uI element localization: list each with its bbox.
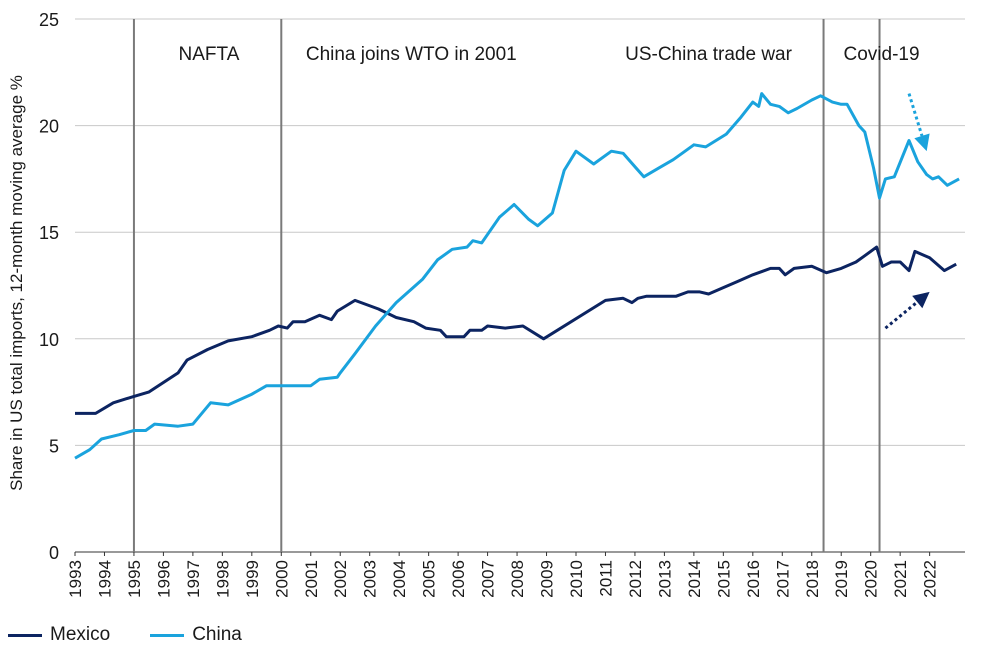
x-tick-label: 2012 — [626, 560, 645, 598]
legend-label-china: China — [192, 624, 242, 645]
x-tick-label: 2017 — [773, 560, 792, 598]
x-tick-label: 2003 — [361, 560, 380, 598]
x-tick-label: 2005 — [420, 560, 439, 598]
x-tick-label: 2007 — [479, 560, 498, 598]
legend-swatch-china — [150, 633, 185, 637]
event-label: China joins WTO in 2001 — [306, 44, 517, 65]
trend-arrow-shaft-mexico — [884, 300, 919, 330]
x-tick-label: 1994 — [95, 560, 114, 598]
x-tick-label: 1996 — [154, 560, 173, 598]
y-tick-label: 20 — [39, 117, 59, 137]
event-markers: NAFTA China joins WTO in 2001 US-China tra… — [132, 19, 920, 552]
x-tick-label: 2006 — [449, 560, 468, 598]
y-axis-label: Share in US total imports, 12-month movi… — [7, 75, 26, 491]
x-tick-label: 1993 — [66, 560, 85, 598]
x-tick-label: 1999 — [243, 560, 262, 598]
event-label: Covid-19 — [844, 44, 920, 65]
x-tick-label: 2022 — [921, 560, 940, 598]
legend-label-mexico: Mexico — [50, 624, 111, 645]
x-tick-label: 2013 — [655, 560, 674, 598]
x-tick-label: 1995 — [125, 560, 144, 598]
x-tick-label: 2019 — [832, 560, 851, 598]
series-line-china — [74, 92, 960, 460]
x-tick-label: 2004 — [390, 560, 409, 598]
x-tick-label: 1997 — [184, 560, 203, 598]
y-tick-label: 0 — [49, 543, 59, 563]
legend-swatch-mexico — [8, 633, 42, 637]
legend-item-china: China — [150, 624, 242, 646]
x-tick-label: 2000 — [272, 560, 291, 598]
axes: 0 5 10 15 20 25 1993 1994 1995 1996 1997 1998 1999 20… — [39, 10, 940, 598]
x-tick-label: 2021 — [891, 560, 910, 598]
y-tick-label: 5 — [49, 436, 59, 456]
x-tick-label: 2020 — [862, 560, 881, 598]
gridlines — [75, 18, 965, 553]
trend-arrow-head-china — [914, 133, 930, 152]
legend: Mexico China — [8, 624, 282, 646]
x-tick-label: 2001 — [302, 560, 321, 598]
legend-item-mexico: Mexico — [8, 624, 110, 646]
trend-arrow-shaft-china — [907, 93, 924, 137]
x-tick-label: 2016 — [744, 560, 763, 598]
x-tick-label: 2015 — [714, 560, 733, 598]
series-lines — [74, 92, 960, 460]
x-tick-label: 2018 — [803, 560, 822, 598]
x-tick-label: 2002 — [331, 560, 350, 598]
event-label: US-China trade war — [625, 44, 793, 65]
x-tick-label: 2011 — [596, 560, 615, 597]
x-tick-label: 2009 — [538, 560, 557, 598]
event-label: NAFTA — [179, 44, 240, 65]
x-tick-label: 2010 — [567, 560, 586, 598]
x-tick-label: 2014 — [685, 560, 704, 598]
x-tick-label: 1998 — [213, 560, 232, 598]
trend-arrow-head-mexico — [912, 291, 930, 309]
y-tick-label: 10 — [39, 330, 59, 350]
y-tick-label: 25 — [39, 10, 59, 30]
series-line-mexico — [75, 245, 957, 415]
y-tick-label: 15 — [39, 223, 59, 243]
trend-arrows — [884, 93, 930, 330]
x-tick-label: 2008 — [508, 560, 527, 598]
